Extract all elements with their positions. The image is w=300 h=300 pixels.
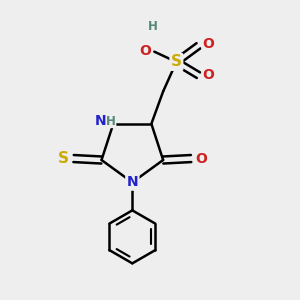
Text: H: H: [148, 20, 158, 32]
Text: N: N: [127, 176, 138, 189]
Text: H: H: [106, 115, 116, 128]
Text: O: O: [202, 68, 214, 82]
Text: O: O: [202, 37, 214, 51]
Text: S: S: [171, 55, 182, 70]
Text: N: N: [94, 114, 106, 128]
Text: O: O: [196, 152, 207, 166]
Text: S: S: [58, 151, 69, 166]
Text: O: O: [140, 44, 152, 58]
